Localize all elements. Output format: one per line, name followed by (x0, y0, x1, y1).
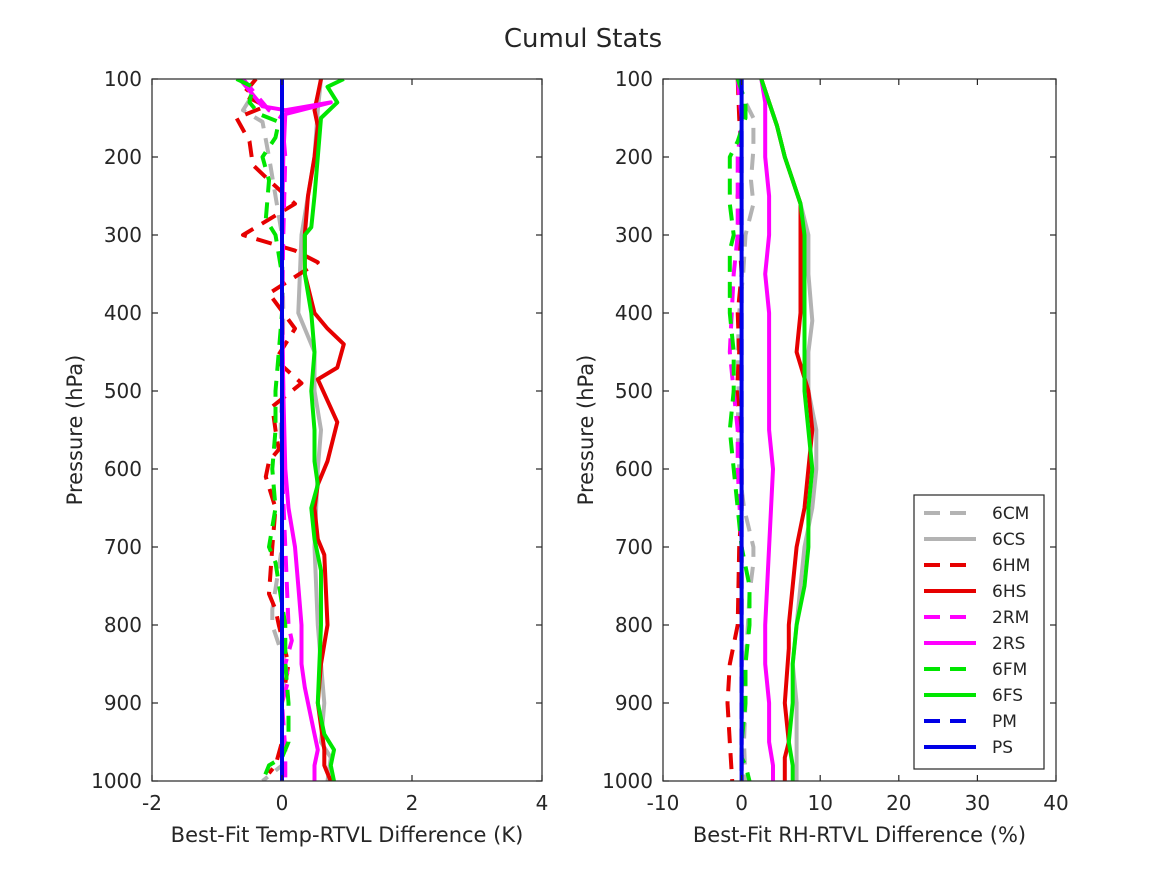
legend-label-2rs: 2RS (992, 634, 1025, 654)
y-tick-label: 700 (104, 535, 142, 559)
x-tick-label: 20 (886, 791, 911, 815)
legend-label-ps: PS (992, 738, 1013, 758)
x-axis-label: Best-Fit Temp-RTVL Difference (K) (171, 823, 524, 847)
axes-box (662, 78, 1057, 782)
x-tick-label: -10 (647, 791, 680, 815)
legend: 6CM 6CS 6HM 6HS 2RM 2RS 6FM 6FS PM PS (913, 494, 1045, 770)
y-tick-label: 200 (104, 145, 142, 169)
legend-label-pm: PM (992, 712, 1017, 732)
y-tick-label: 400 (615, 301, 653, 325)
figure-title: Cumul Stats (504, 24, 662, 54)
x-tick-label: 30 (965, 791, 990, 815)
x-tick-label: 10 (807, 791, 832, 815)
series-group (725, 79, 819, 781)
y-tick-label: 800 (104, 613, 142, 637)
series-line-6fm (235, 79, 291, 781)
y-tick-label: 600 (615, 457, 653, 481)
x-tick-label: -2 (142, 791, 162, 815)
y-tick-label: 1000 (91, 769, 142, 793)
legend-label-6hm: 6HM (992, 556, 1030, 576)
y-tick-label: 800 (615, 613, 653, 637)
y-axis-label: Pressure (hPa) (63, 355, 87, 506)
y-tick-label: 500 (615, 379, 653, 403)
y-tick-label: 100 (104, 67, 142, 91)
legend-label-6fs: 6FS (992, 686, 1023, 706)
legend-label-6cs: 6CS (992, 530, 1025, 550)
x-tick-label: 4 (536, 791, 549, 815)
panels: -2 0 2 41002003004005006007008009001000Best… (63, 67, 1069, 847)
y-axis-label: Pressure (hPa) (574, 355, 598, 506)
series-line-6fs (759, 79, 815, 781)
y-tick-label: 900 (615, 691, 653, 715)
legend-label-6fm: 6FM (992, 660, 1027, 680)
y-tick-label: 700 (615, 535, 653, 559)
series-line-6fs (302, 79, 345, 781)
y-tick-label: 900 (104, 691, 142, 715)
y-tick-label: 600 (104, 457, 142, 481)
y-tick-label: 300 (615, 223, 653, 247)
legend-label-2rm: 2RM (992, 608, 1029, 628)
series-line-6cm (735, 79, 756, 781)
legend-label-6cm: 6CM (992, 504, 1029, 524)
series-line-2rs (759, 79, 775, 781)
chart-panel-1: -2 0 2 4 100 200 300 400 500 600 700 800 900 1000 Best… (63, 67, 548, 847)
y-tick-label: 300 (104, 223, 142, 247)
y-tick-label: 400 (104, 301, 142, 325)
x-tick-label: 40 (1043, 791, 1068, 815)
axes-box (151, 78, 543, 782)
y-tick-label: 1000 (602, 769, 653, 793)
y-tick-label: 500 (104, 379, 142, 403)
chart-panel-2: -10 0 10 20 30 40 100 200 300 400 500 600 700 800 900 1… (574, 67, 1069, 847)
x-tick-label: 2 (406, 791, 419, 815)
x-axis-label: Best-Fit RH-RTVL Difference (%) (693, 823, 1026, 847)
legend-box (913, 494, 1045, 770)
series-group (234, 79, 346, 781)
series-line-2rm (241, 79, 294, 781)
plot-area (152, 79, 542, 781)
legend-label-6hs: 6HS (992, 582, 1026, 602)
y-tick-label: 100 (615, 67, 653, 91)
series-line-6fm (727, 79, 752, 781)
series-line-6hm (234, 79, 320, 775)
series-line-2rs (238, 79, 333, 781)
x-tick-label: 0 (735, 791, 748, 815)
x-tick-label: 0 (276, 791, 289, 815)
y-tick-label: 200 (615, 145, 653, 169)
